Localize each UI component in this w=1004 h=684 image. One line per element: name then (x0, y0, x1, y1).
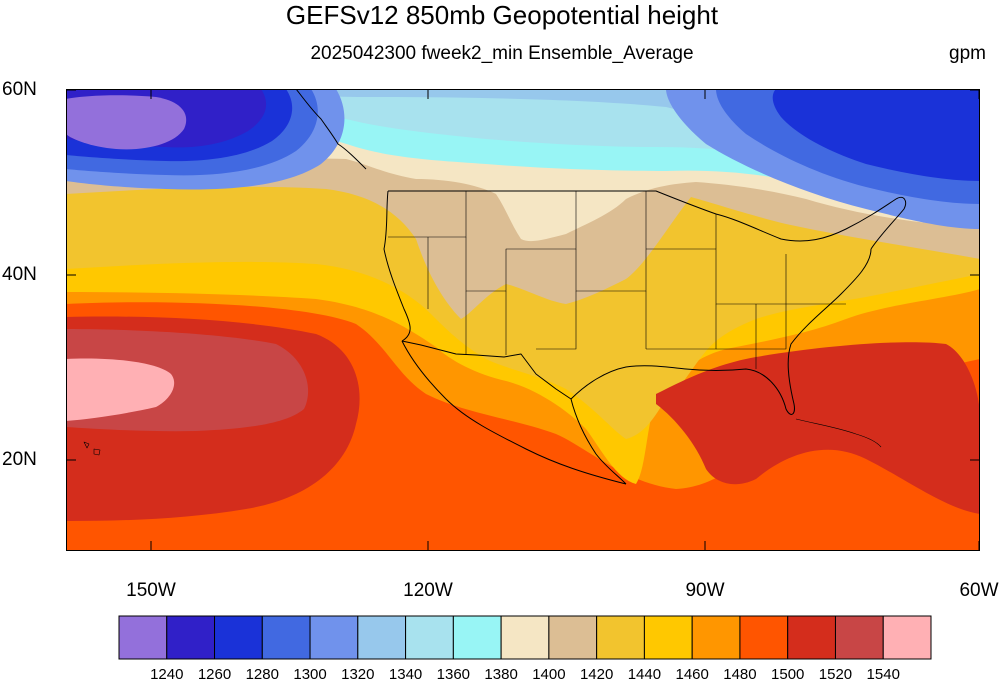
us-west-coast (383, 190, 411, 342)
cuba-caribbean (795, 418, 882, 448)
band-1540-core (66, 358, 175, 421)
map-title: GEFSv12 850mb Geopotential height (285, 0, 719, 30)
units-label: gpm (949, 43, 986, 64)
colorbar-swatch (596, 615, 645, 660)
us-mexico-border (401, 340, 572, 400)
lon-label-150w: 150W (126, 580, 176, 601)
hawaii (83, 441, 101, 456)
colorbar-swatch (452, 615, 502, 660)
colorbar-label: 1320 (341, 666, 375, 683)
lon-label-120w: 120W (403, 580, 453, 601)
colorbar-swatch (643, 615, 693, 660)
colorbar-swatch (500, 615, 550, 660)
colorbar-label: 1340 (388, 666, 423, 683)
band-1280-east (772, 89, 980, 181)
mexico-pacific-coast (401, 340, 627, 485)
colorbar-label: 1420 (579, 666, 614, 683)
lat-label-40n: 40N (2, 264, 37, 285)
lon-label-60w: 60W (959, 580, 999, 601)
colorbar-label: 1260 (197, 666, 232, 683)
mexico-gulf-coast (570, 398, 627, 485)
colorbar-label: 1480 (723, 666, 757, 683)
frame-ticks (66, 89, 980, 551)
colorbar-label: 1240 (150, 666, 184, 683)
colorbar-label: 1520 (818, 666, 853, 683)
lat-label-60n: 60N (2, 79, 37, 100)
colorbar-swatch (309, 615, 359, 660)
band-1520-east (656, 342, 980, 514)
colorbar-swatch (787, 615, 836, 660)
state-borders (388, 191, 846, 369)
colorbar-label: 1400 (532, 666, 566, 683)
colorbar-swatch (405, 615, 454, 660)
boundaries (83, 89, 907, 485)
lon-label-90w: 90W (685, 580, 725, 601)
colorbar-label: 1280 (245, 666, 279, 683)
contour-fill-layers (66, 89, 980, 551)
band-1240-west (66, 95, 187, 150)
colorbar-label: 1460 (675, 666, 709, 683)
lat-label-20n: 20N (2, 449, 37, 470)
contour-map (66, 89, 980, 551)
colorbar-swatch (357, 615, 407, 660)
colorbar-swatch (214, 615, 263, 660)
colorbar-swatch (834, 615, 884, 660)
colorbar-swatch (166, 615, 216, 660)
colorbar (118, 615, 932, 660)
colorbar-swatch (261, 615, 311, 660)
colorbar-label: 1380 (484, 666, 518, 683)
colorbar-label: 1440 (627, 666, 662, 683)
colorbar-label: 1500 (771, 666, 805, 683)
colorbar-swatch (739, 615, 789, 660)
canada-coast (295, 89, 367, 170)
map-subtitle: 2025042300 fweek2_min Ensemble_Average (310, 43, 694, 64)
us-canada-border (388, 190, 907, 250)
colorbar-swatch (691, 615, 741, 660)
colorbar-label: 1300 (293, 666, 327, 683)
colorbar-label: 1360 (436, 666, 471, 683)
colorbar-swatch (882, 615, 932, 660)
us-gulf-coast (570, 248, 872, 415)
colorbar-swatch (548, 615, 598, 660)
colorbar-swatch (118, 615, 168, 660)
colorbar-label: 1540 (866, 666, 900, 683)
